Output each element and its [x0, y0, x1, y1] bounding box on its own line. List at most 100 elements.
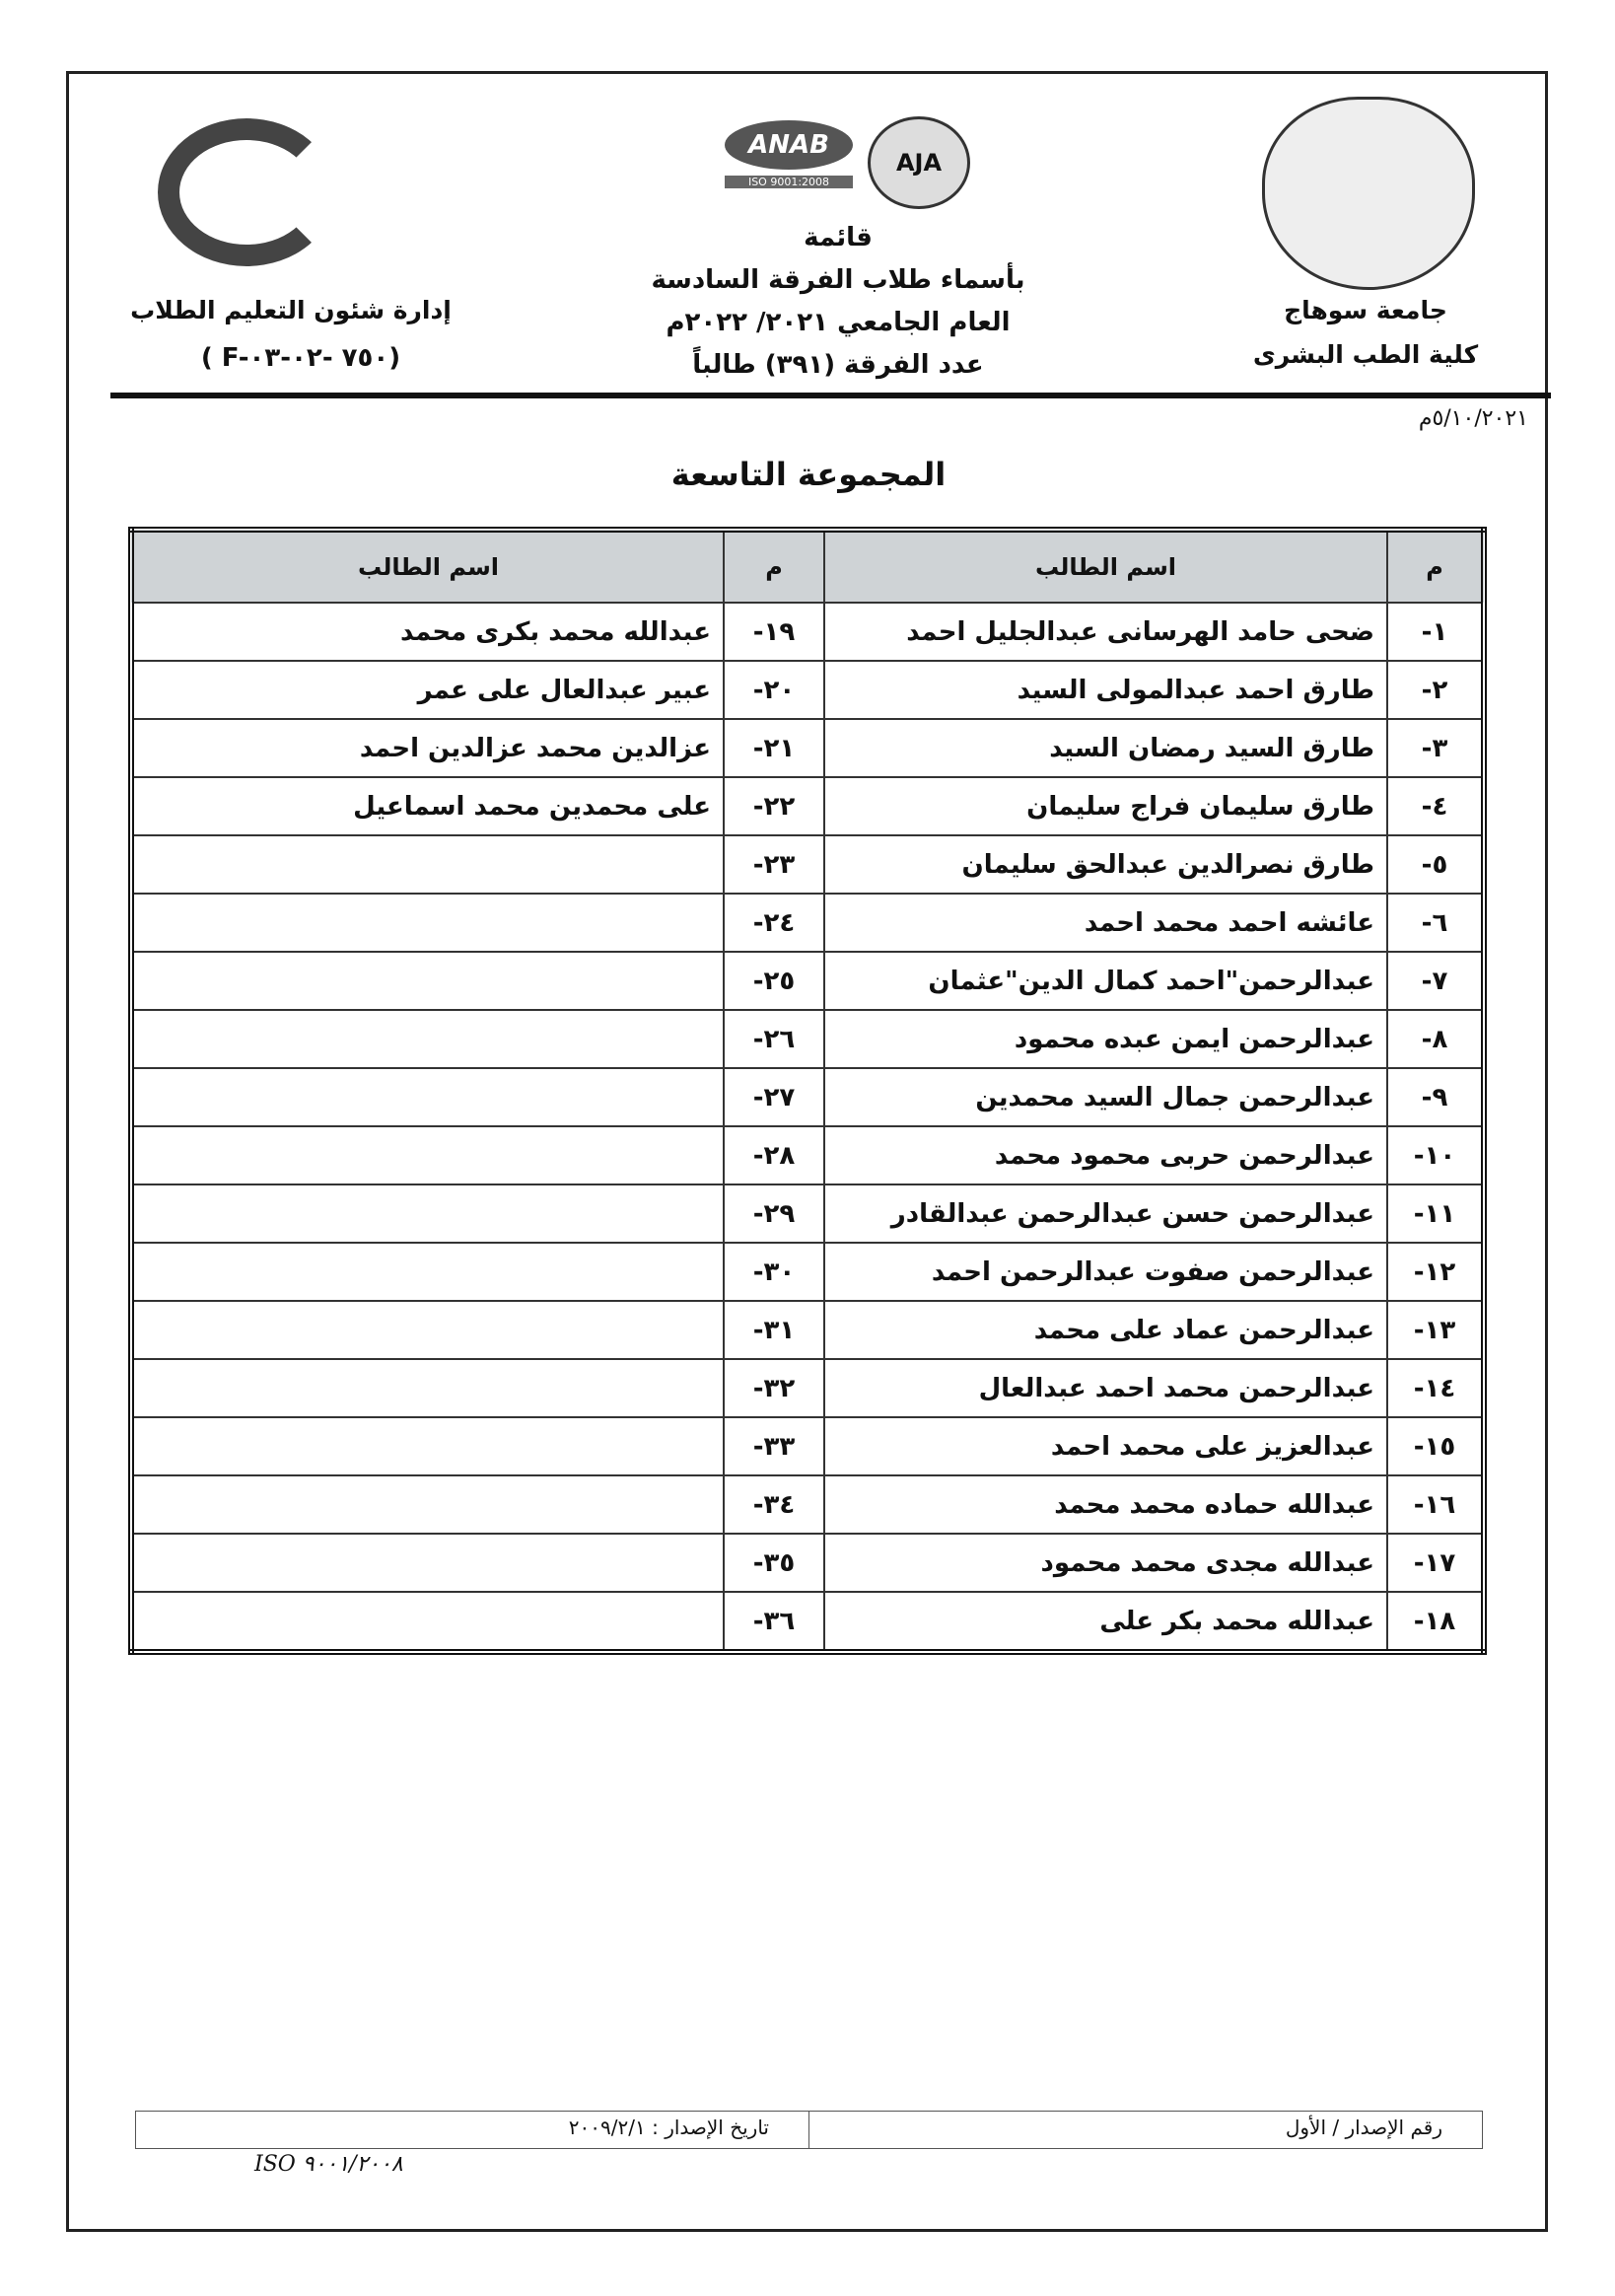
- row-number: ٣٥-: [723, 1533, 825, 1593]
- table-header-row: م اسم الطالب م اسم الطالب: [130, 529, 1485, 604]
- student-name: طارق سليمان فراج سليمان: [823, 776, 1388, 836]
- row-number: ٣٦-: [723, 1591, 825, 1653]
- footer-box: رقم الإصدار / الأول تاريخ الإصدار : ٢٠٠٩…: [135, 2111, 1483, 2149]
- row-number: ٣٠-: [723, 1242, 825, 1302]
- row-number: ١٥-: [1386, 1416, 1485, 1476]
- row-number: ٣٣-: [723, 1416, 825, 1476]
- table-row: ٩- عبدالرحمن جمال السيد محمدين ٢٧-: [130, 1067, 1485, 1127]
- student-name: عبدالرحمن حربى محمود محمد: [823, 1125, 1388, 1185]
- col-header-num: م: [1386, 529, 1485, 604]
- table-row: ٣- طارق السيد رمضان السيد ٢١- عزالدين محمد …: [130, 718, 1485, 778]
- title-line-1: قائمة: [804, 223, 873, 252]
- student-name: [130, 1242, 725, 1302]
- student-name: عبير عبدالعال على عمر: [130, 660, 725, 720]
- row-number: ٢٨-: [723, 1125, 825, 1185]
- row-number: ١٤-: [1386, 1358, 1485, 1418]
- group-title: المجموعة التاسعة: [670, 456, 947, 493]
- table-row: ١٦- عبدالله حماده محمد محمد ٣٤-: [130, 1474, 1485, 1535]
- row-number: ٥-: [1386, 834, 1485, 895]
- table-row: ٧- عبدالرحمن"احمد كمال الدين"عثمان ٢٥-: [130, 951, 1485, 1011]
- table-row: ٤- طارق سليمان فراج سليمان ٢٢- على محمدين م…: [130, 776, 1485, 836]
- student-name: [130, 1125, 725, 1185]
- table-row: ١- ضحى حامد الهرسانى عبدالجليل احمد ١٩- عبد…: [130, 602, 1485, 662]
- anab-iso-label: ISO 9001:2008: [725, 176, 853, 188]
- student-name: طارق احمد عبدالمولى السيد: [823, 660, 1388, 720]
- student-name: [130, 1416, 725, 1476]
- student-name: عبدالرحمن"احمد كمال الدين"عثمان: [823, 951, 1388, 1011]
- row-number: ٣١-: [723, 1300, 825, 1360]
- row-number: ١٣-: [1386, 1300, 1485, 1360]
- table-row: ١٣- عبدالرحمن عماد على محمد ٣١-: [130, 1300, 1485, 1360]
- issue-date: تاريخ الإصدار : ٢٠٠٩/٢/١: [568, 2116, 769, 2139]
- anab-logo: ANAB ISO 9001:2008: [725, 120, 853, 199]
- student-name: [130, 1591, 725, 1653]
- issue-number: رقم الإصدار / الأول: [808, 2112, 1482, 2148]
- crescent-logo-icon: [158, 118, 335, 266]
- row-number: ٢٤-: [723, 893, 825, 953]
- student-name: [130, 1009, 725, 1069]
- student-name: [130, 1533, 725, 1593]
- form-code: ( F-٧٥٠ -٠٢-٠٣): [200, 343, 401, 373]
- student-name: [130, 1300, 725, 1360]
- row-number: ١٧-: [1386, 1533, 1485, 1593]
- row-number: ٧-: [1386, 951, 1485, 1011]
- students-table: م اسم الطالب م اسم الطالب ١- ضحى حامد اله…: [128, 527, 1487, 1655]
- student-name: [130, 834, 725, 895]
- row-number: ٦-: [1386, 893, 1485, 953]
- row-number: ٢٩-: [723, 1184, 825, 1244]
- table-row: ١٤- عبدالرحمن محمد احمد عبدالعال ٣٢-: [130, 1358, 1485, 1418]
- page-border: [66, 71, 1548, 2232]
- row-number: ٢٢-: [723, 776, 825, 836]
- row-number: ١١-: [1386, 1184, 1485, 1244]
- header-divider: [110, 393, 1551, 398]
- student-name: عبدالرحمن جمال السيد محمدين: [823, 1067, 1388, 1127]
- table-row: ١٨- عبدالله محمد بكر على ٣٦-: [130, 1591, 1485, 1653]
- title-line-2: بأسماء طلاب الفرقة السادسة: [651, 265, 1025, 295]
- document-title-block: قائمة بأسماء طلاب الفرقة السادسة العام ا…: [592, 217, 1085, 387]
- student-name: [130, 1474, 725, 1535]
- col-header-name: اسم الطالب: [823, 529, 1388, 604]
- title-line-4: عدد الفرقة (٣٩١) طالباً: [692, 350, 984, 380]
- table-row: ٥- طارق نصرالدين عبدالحق سليمان ٢٣-: [130, 834, 1485, 895]
- student-name: عائشه احمد محمد احمد: [823, 893, 1388, 953]
- row-number: ٤-: [1386, 776, 1485, 836]
- iso-label: ISO ٩٠٠١/٢٠٠٨: [254, 2152, 403, 2177]
- student-name: عبدالرحمن ايمن عبده محمود: [823, 1009, 1388, 1069]
- table-row: ٢- طارق احمد عبدالمولى السيد ٢٠- عبير عبدال…: [130, 660, 1485, 720]
- table-row: ١٧- عبدالله مجدى محمد محمود ٣٥-: [130, 1533, 1485, 1593]
- row-number: ٢-: [1386, 660, 1485, 720]
- student-name: عبدالله حماده محمد محمد: [823, 1474, 1388, 1535]
- aja-logo: AJA: [868, 116, 970, 209]
- student-name: عبدالرحمن صفوت عبدالرحمن احمد: [823, 1242, 1388, 1302]
- row-number: ٨-: [1386, 1009, 1485, 1069]
- student-name: عبدالرحمن حسن عبدالرحمن عبدالقادر: [823, 1184, 1388, 1244]
- row-number: ٢٣-: [723, 834, 825, 895]
- student-name: [130, 1184, 725, 1244]
- student-name: عبدالله مجدى محمد محمود: [823, 1533, 1388, 1593]
- university-name: جامعة سوهاج: [1284, 296, 1447, 324]
- table-row: ١١- عبدالرحمن حسن عبدالرحمن عبدالقادر ٢٩-: [130, 1184, 1485, 1244]
- student-name: ضحى حامد الهرسانى عبدالجليل احمد: [823, 602, 1388, 662]
- table-row: ١٢- عبدالرحمن صفوت عبدالرحمن احمد ٣٠-: [130, 1242, 1485, 1302]
- title-line-3: العام الجامعي ٢٠٢١/ ٢٠٢٢م: [666, 308, 1011, 337]
- table-row: ١٠- عبدالرحمن حربى محمود محمد ٢٨-: [130, 1125, 1485, 1185]
- student-name: عبدالعزيز على محمد احمد: [823, 1416, 1388, 1476]
- table-row: ١٥- عبدالعزيز على محمد احمد ٣٣-: [130, 1416, 1485, 1476]
- student-name: على محمدين محمد اسماعيل: [130, 776, 725, 836]
- student-name: عبدالرحمن محمد احمد عبدالعال: [823, 1358, 1388, 1418]
- sohag-university-seal-icon: [1262, 97, 1475, 290]
- student-name: عزالدين محمد عزالدين احمد: [130, 718, 725, 778]
- student-name: طارق السيد رمضان السيد: [823, 718, 1388, 778]
- student-name: [130, 951, 725, 1011]
- student-name: عبدالرحمن عماد على محمد: [823, 1300, 1388, 1360]
- row-number: ٩-: [1386, 1067, 1485, 1127]
- row-number: ١-: [1386, 602, 1485, 662]
- student-name: عبدالله محمد بكر على: [823, 1591, 1388, 1653]
- row-number: ٢٥-: [723, 951, 825, 1011]
- student-name: [130, 1067, 725, 1127]
- department-name: إدارة شئون التعليم الطلاب: [130, 296, 452, 324]
- row-number: ٣٤-: [723, 1474, 825, 1535]
- student-name: طارق نصرالدين عبدالحق سليمان: [823, 834, 1388, 895]
- table-row: ٦- عائشه احمد محمد احمد ٢٤-: [130, 893, 1485, 953]
- anab-logo-text: ANAB: [725, 120, 853, 170]
